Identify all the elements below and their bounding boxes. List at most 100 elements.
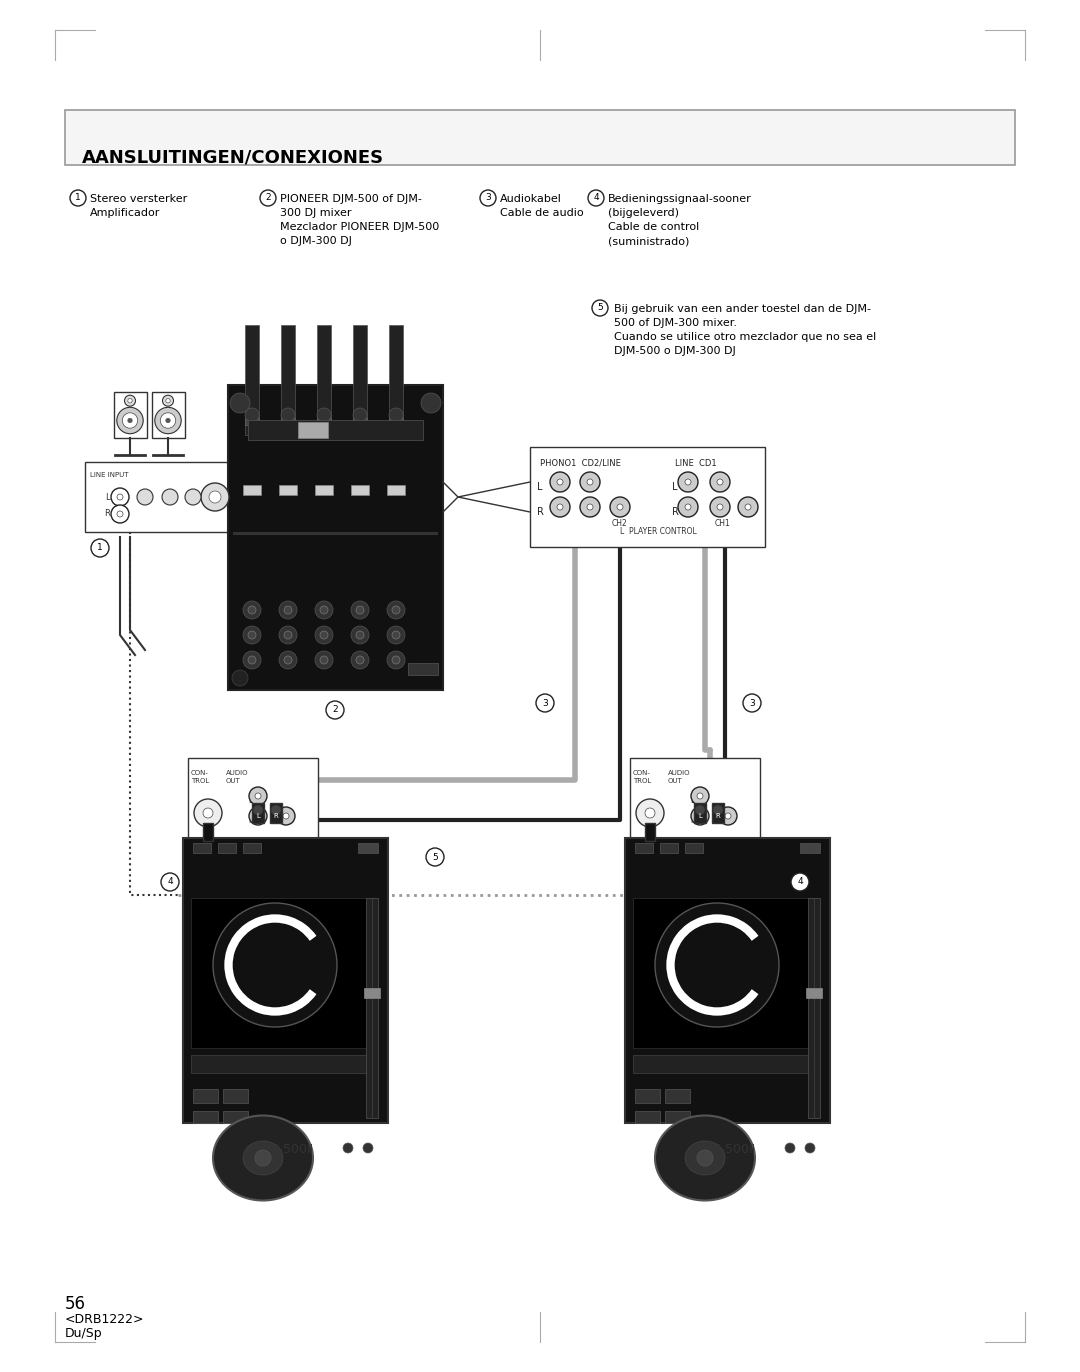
Text: L: L bbox=[698, 814, 702, 819]
Text: 3: 3 bbox=[750, 698, 755, 708]
Circle shape bbox=[697, 814, 703, 819]
Circle shape bbox=[685, 504, 691, 510]
Circle shape bbox=[315, 650, 333, 670]
Circle shape bbox=[185, 488, 201, 505]
Circle shape bbox=[320, 656, 328, 664]
Text: 500 of DJM-300 mixer.: 500 of DJM-300 mixer. bbox=[615, 318, 737, 328]
Bar bbox=[252, 803, 264, 823]
Ellipse shape bbox=[685, 1142, 725, 1174]
Bar bbox=[281, 418, 295, 425]
Text: Cuando se utilice otro mezclador que no sea el: Cuando se utilice otro mezclador que no … bbox=[615, 332, 876, 342]
Circle shape bbox=[550, 497, 570, 517]
Circle shape bbox=[685, 479, 691, 484]
Text: L: L bbox=[537, 482, 542, 493]
Bar bbox=[712, 803, 724, 823]
Text: 1: 1 bbox=[76, 193, 81, 203]
Circle shape bbox=[284, 606, 292, 615]
Bar bbox=[685, 842, 703, 853]
Circle shape bbox=[111, 488, 129, 506]
Text: PHONO1  CD2/LINE: PHONO1 CD2/LINE bbox=[540, 460, 621, 468]
Circle shape bbox=[387, 650, 405, 670]
Circle shape bbox=[117, 407, 144, 434]
Bar bbox=[191, 1055, 376, 1073]
Circle shape bbox=[122, 413, 138, 428]
Circle shape bbox=[343, 1143, 353, 1152]
Circle shape bbox=[710, 472, 730, 493]
Text: L: L bbox=[256, 814, 260, 819]
Circle shape bbox=[111, 505, 129, 523]
Circle shape bbox=[356, 656, 364, 664]
Circle shape bbox=[550, 472, 570, 493]
Circle shape bbox=[389, 407, 403, 423]
Text: R: R bbox=[716, 814, 720, 819]
Text: L: L bbox=[672, 482, 677, 493]
Bar bbox=[65, 110, 1015, 165]
Circle shape bbox=[320, 606, 328, 615]
Circle shape bbox=[255, 814, 261, 819]
Circle shape bbox=[248, 606, 256, 615]
Bar bbox=[694, 803, 706, 823]
Text: OUT: OUT bbox=[226, 778, 241, 783]
Text: 5: 5 bbox=[597, 303, 603, 313]
Circle shape bbox=[213, 903, 337, 1028]
Text: AANSLUITINGEN/CONEXIONES: AANSLUITINGEN/CONEXIONES bbox=[82, 148, 384, 166]
Bar bbox=[279, 484, 297, 495]
Circle shape bbox=[283, 814, 289, 819]
Bar bbox=[245, 325, 259, 435]
Bar bbox=[188, 757, 318, 838]
Bar bbox=[351, 484, 369, 495]
Circle shape bbox=[392, 631, 400, 639]
Bar bbox=[808, 899, 820, 1118]
Circle shape bbox=[137, 488, 153, 505]
Circle shape bbox=[243, 601, 261, 619]
Text: 3: 3 bbox=[485, 193, 491, 203]
Circle shape bbox=[117, 510, 123, 517]
Ellipse shape bbox=[243, 1142, 283, 1174]
Text: (bijgeleverd): (bijgeleverd) bbox=[608, 209, 679, 218]
Bar bbox=[660, 842, 678, 853]
Bar bbox=[633, 899, 818, 1048]
Circle shape bbox=[201, 483, 229, 510]
Circle shape bbox=[353, 407, 367, 423]
Bar bbox=[353, 325, 367, 435]
Text: Cable de audio: Cable de audio bbox=[500, 209, 583, 218]
Text: 4: 4 bbox=[797, 878, 802, 886]
Circle shape bbox=[805, 1143, 815, 1152]
Text: 5: 5 bbox=[432, 852, 437, 862]
Circle shape bbox=[351, 650, 369, 670]
Text: (suministrado): (suministrado) bbox=[608, 236, 689, 246]
Circle shape bbox=[480, 189, 496, 206]
Bar bbox=[630, 757, 760, 838]
Circle shape bbox=[557, 479, 563, 484]
Circle shape bbox=[392, 606, 400, 615]
Bar bbox=[645, 823, 654, 841]
Ellipse shape bbox=[654, 1115, 755, 1200]
Circle shape bbox=[351, 626, 369, 643]
Circle shape bbox=[160, 413, 176, 428]
Text: 2: 2 bbox=[333, 705, 338, 715]
Text: 4: 4 bbox=[593, 193, 598, 203]
Text: CH1: CH1 bbox=[715, 519, 731, 528]
Circle shape bbox=[230, 392, 249, 413]
Circle shape bbox=[717, 479, 723, 484]
Circle shape bbox=[392, 656, 400, 664]
Circle shape bbox=[557, 504, 563, 510]
Text: 56: 56 bbox=[65, 1295, 86, 1313]
Circle shape bbox=[387, 601, 405, 619]
Circle shape bbox=[696, 805, 705, 815]
Bar bbox=[353, 418, 367, 425]
Circle shape bbox=[743, 694, 761, 712]
Circle shape bbox=[253, 805, 264, 815]
Bar bbox=[248, 420, 423, 440]
Circle shape bbox=[421, 392, 441, 413]
Text: CH2: CH2 bbox=[612, 519, 627, 528]
Circle shape bbox=[351, 601, 369, 619]
Bar bbox=[633, 1055, 818, 1073]
Circle shape bbox=[363, 1143, 373, 1152]
Circle shape bbox=[717, 504, 723, 510]
Text: R: R bbox=[273, 814, 279, 819]
Text: DJM-500 o DJM-300 DJ: DJM-500 o DJM-300 DJ bbox=[615, 346, 735, 355]
Bar bbox=[113, 392, 147, 438]
Bar bbox=[635, 842, 653, 853]
Text: LINE INPUT: LINE INPUT bbox=[90, 472, 129, 477]
